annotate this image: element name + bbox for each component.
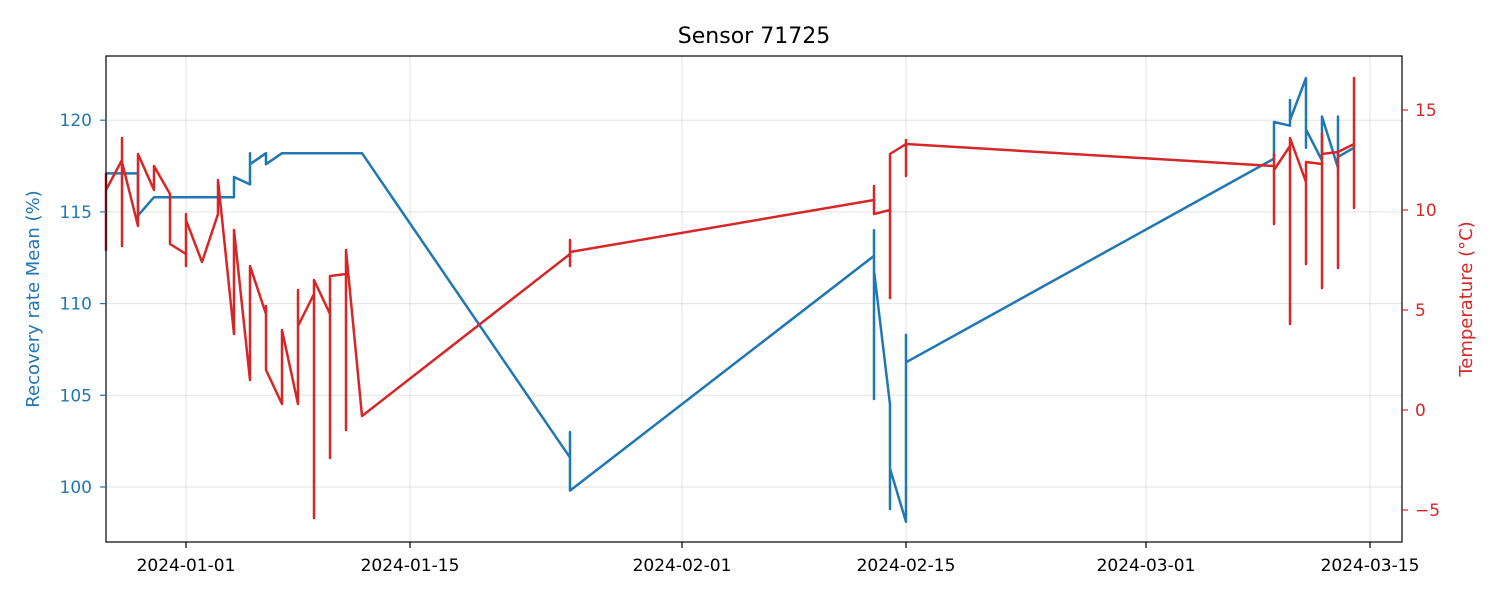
y-right-tick-label: 10 [1415,201,1437,221]
y-axis-right: −5 0 5 10 15 [1402,101,1440,521]
y-right-tick-label: 0 [1415,401,1426,421]
y-axis-right-label: Temperature (°C) [1456,221,1477,377]
y-left-tick-label: 100 [60,478,92,498]
y-axis-left-label: Recovery rate Mean (%) [23,190,44,407]
x-axis: 2024-01-01 2024-01-15 2024-02-01 2024-02-15… [137,542,1420,576]
x-tick-label: 2024-01-15 [361,556,460,576]
x-tick-label: 2024-01-01 [137,556,236,576]
y-right-tick-label: 5 [1415,301,1426,321]
y-left-tick-label: 110 [60,295,92,315]
y-left-tick-label: 120 [60,111,92,131]
x-tick-label: 2024-02-01 [633,556,732,576]
chart-title: Sensor 71725 [678,24,830,49]
y-axis-left: 100 105 110 115 120 [60,111,106,498]
plot-frame [105,55,1403,543]
plot-series [104,76,1356,524]
y-right-tick-label: −5 [1415,501,1440,521]
grid-lines [106,56,1402,542]
x-tick-label: 2024-03-15 [1321,556,1420,576]
y-right-tick-label: 15 [1415,101,1437,121]
y-left-tick-label: 115 [60,203,92,223]
recovery-rate-line [106,76,1355,524]
y-left-tick-label: 105 [60,386,92,406]
x-tick-label: 2024-02-15 [857,556,956,576]
temperature-line [104,76,1356,520]
x-tick-label: 2024-03-01 [1097,556,1196,576]
